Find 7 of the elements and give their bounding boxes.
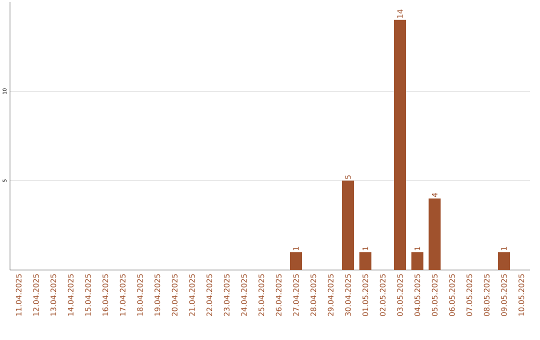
bar (359, 252, 372, 270)
bar (498, 252, 510, 270)
bar (394, 20, 406, 270)
bar (411, 252, 424, 270)
bar (290, 252, 302, 270)
bar (428, 198, 441, 270)
bar (342, 180, 354, 270)
